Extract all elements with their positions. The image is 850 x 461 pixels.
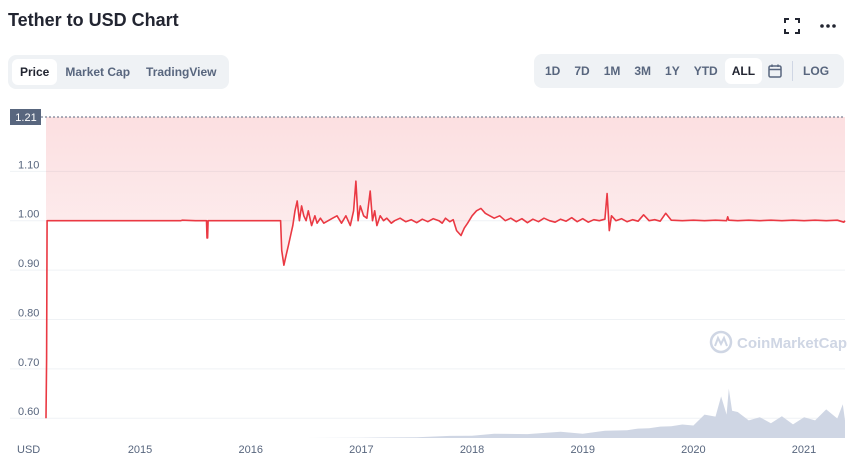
current-price-label: 1.21 [15,112,36,124]
y-tick-label: 0.70 [18,357,39,369]
fullscreen-icon[interactable] [782,16,802,36]
calendar-icon[interactable] [762,58,788,84]
x-tick-label: 2015 [128,444,152,456]
log-scale-button[interactable]: LOG [803,64,830,78]
volume-area [46,388,845,438]
range-1y-button[interactable]: 1Y [665,64,680,78]
y-tick-label: 0.80 [18,307,39,319]
watermark-text: CoinMarketCap [737,335,847,352]
currency-label: USD [17,444,40,456]
x-tick-label: 2018 [460,444,484,456]
x-tick-label: 2016 [238,444,262,456]
price-line [45,180,846,419]
y-tick-label: 0.90 [18,258,39,270]
more-dots-icon[interactable] [818,16,838,36]
y-tick-label: 1.00 [18,209,39,221]
x-tick-label: 2017 [349,444,373,456]
range-ytd-button[interactable]: YTD [693,64,718,78]
range-1d-button[interactable]: 1D [545,64,561,78]
tab-tradingview[interactable]: TradingView [146,65,217,79]
range-divider [792,61,794,81]
time-range-selector: 1D 7D 1M 3M 1Y YTD ALL LOG [534,54,844,88]
chart-type-tabs: Price Market Cap TradingView [8,55,229,89]
tab-price[interactable]: Price [12,59,58,85]
current-price-badge [10,109,41,125]
range-3m-button[interactable]: 3M [634,64,652,78]
range-1m-button[interactable]: 1M [603,64,621,78]
coinmarketcap-watermark: CoinMarketCap [709,330,847,354]
range-7d-button[interactable]: 7D [574,64,590,78]
y-tick-label: 0.60 [18,406,39,418]
x-tick-label: 2020 [681,444,705,456]
page-title: Tether to USD Chart [8,10,179,30]
y-tick-label: 1.10 [18,159,39,171]
x-tick-label: 2021 [792,444,816,456]
x-tick-label: 2019 [570,444,594,456]
price-area-fill [46,117,845,419]
range-all-button[interactable]: ALL [724,58,763,84]
tab-market-cap[interactable]: Market Cap [65,65,131,79]
price-chart[interactable]: CoinMarketCap 1.10 1.00 0.90 0.80 0.70 0.60 2… [0,100,850,461]
